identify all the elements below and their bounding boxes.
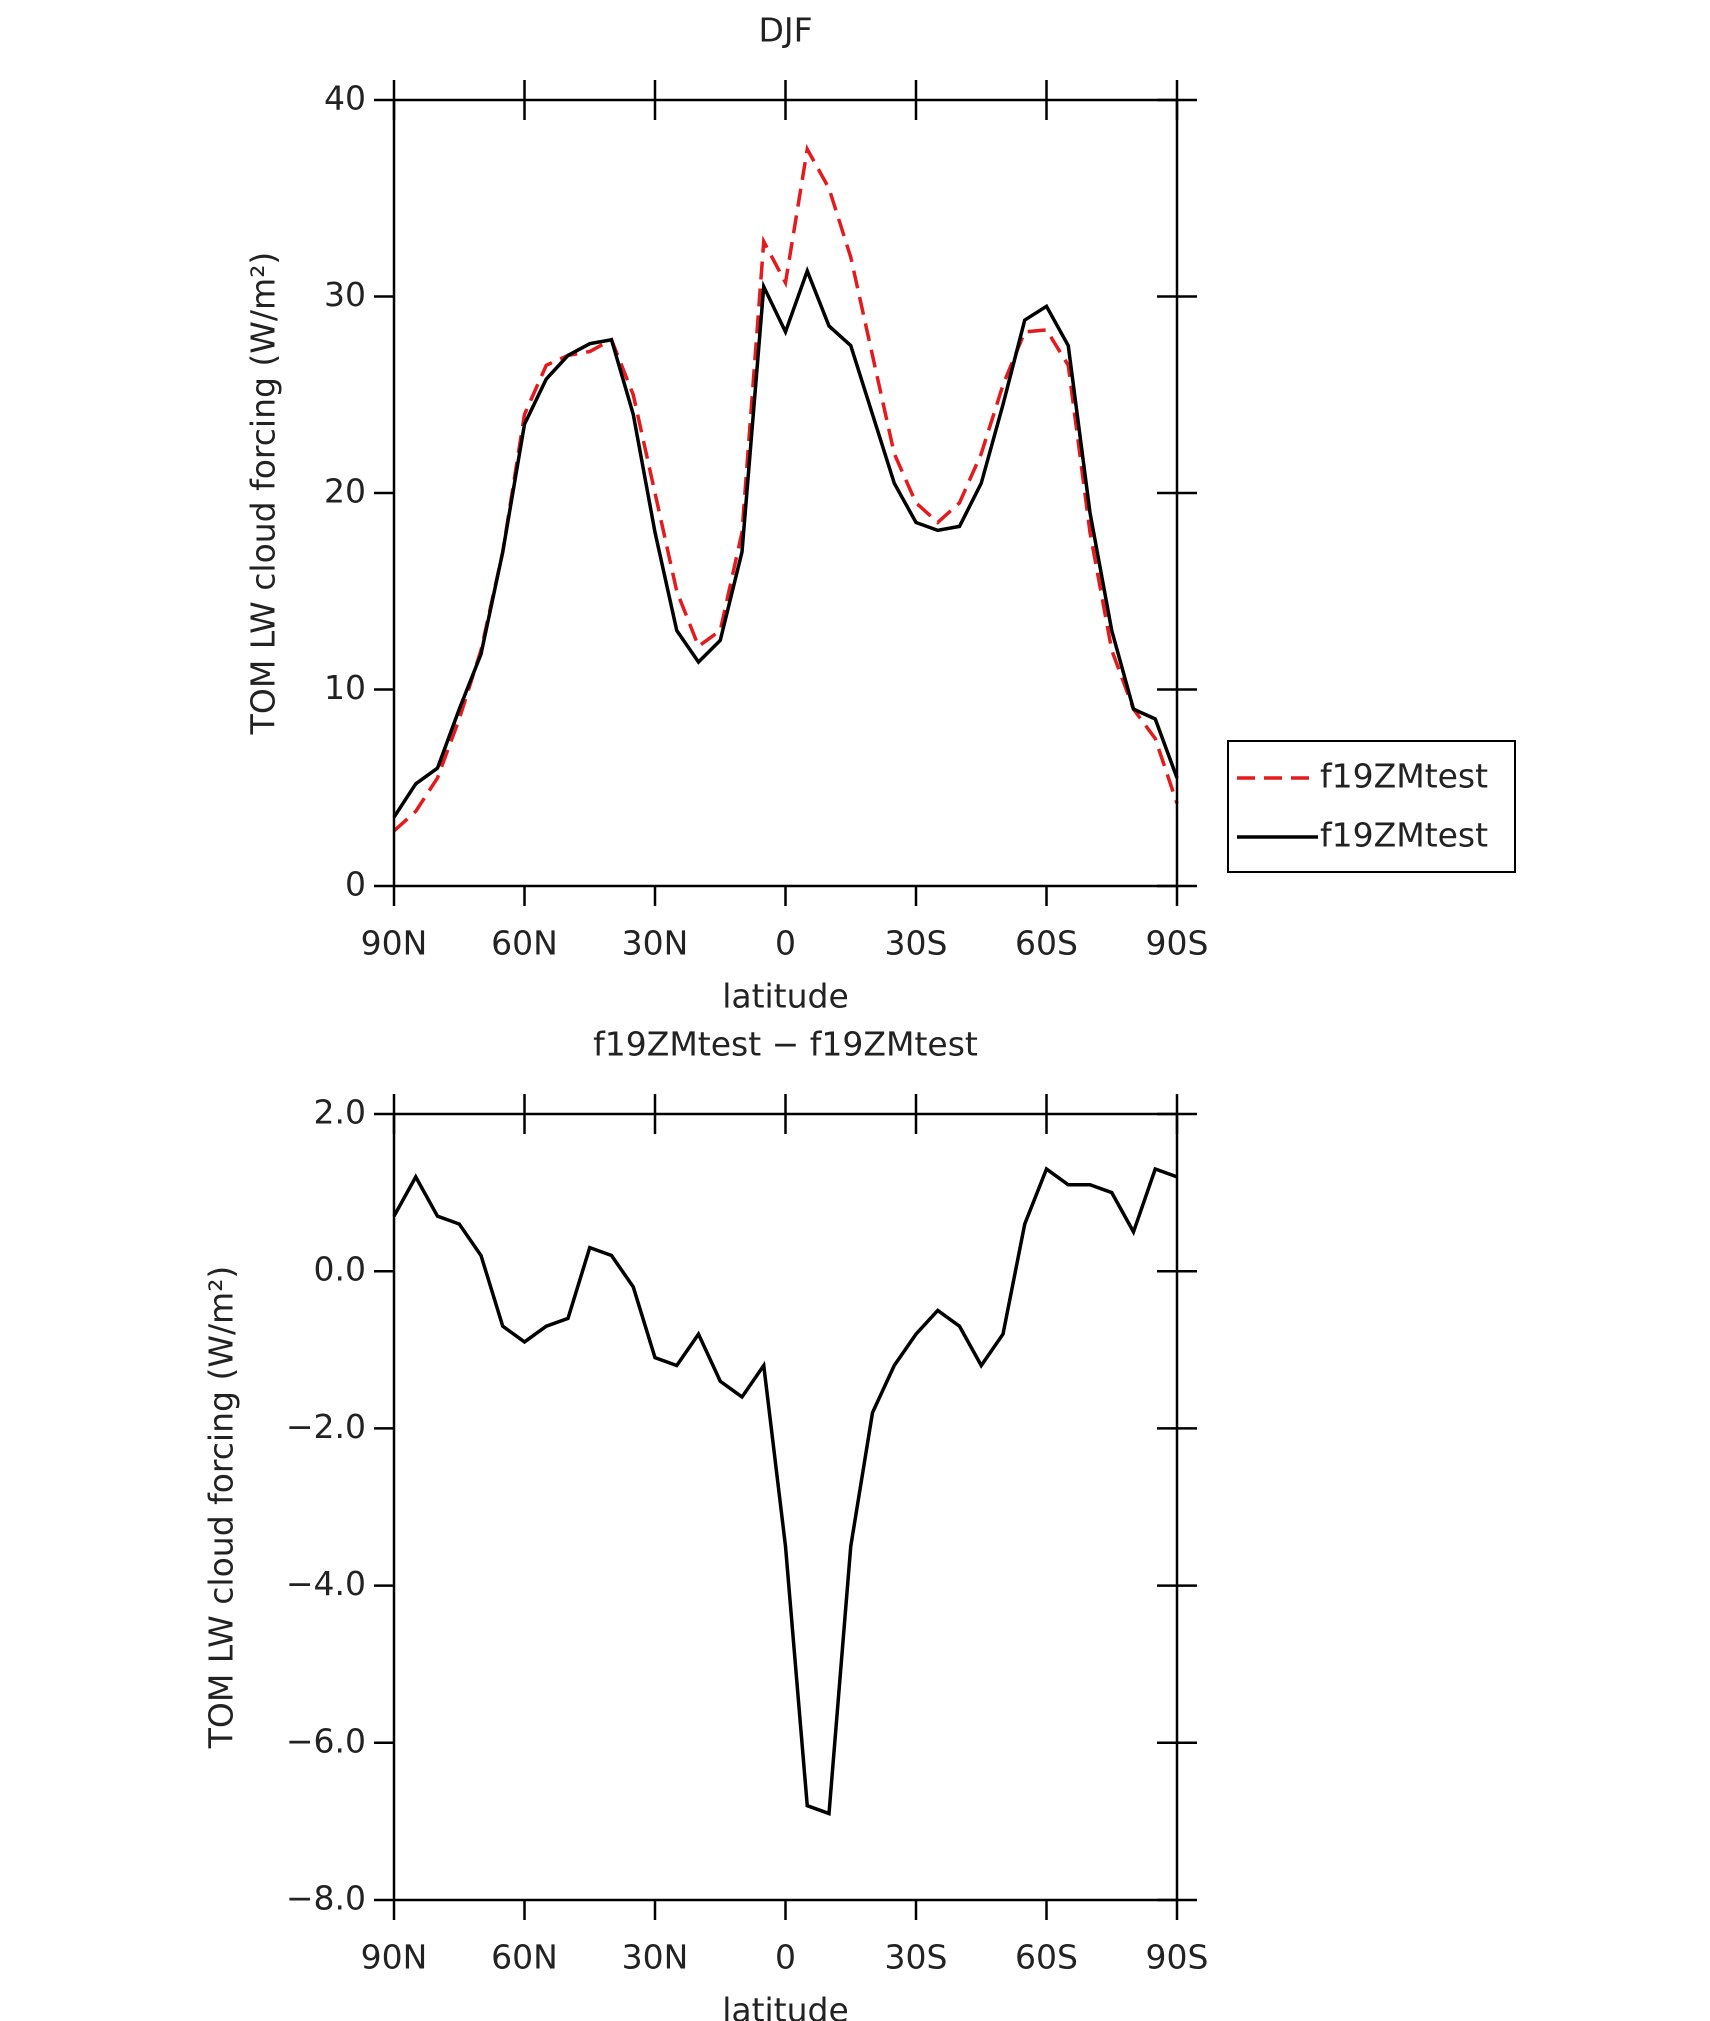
y-tick-label: 0.0 [314, 1250, 366, 1289]
x-tick-label: 60S [1015, 924, 1078, 963]
legend-label: f19ZMtest [1320, 816, 1488, 855]
x-tick-label: 30N [622, 924, 689, 963]
chart-title: DJF [758, 11, 812, 50]
x-tick-label: 60S [1015, 1938, 1078, 1977]
x-tick-label: 30S [885, 924, 948, 963]
y-tick-label: 30 [324, 275, 366, 314]
x-tick-label: 90S [1146, 924, 1209, 963]
plot-frame [392, 98, 1179, 888]
y-tick-label: −6.0 [286, 1721, 366, 1760]
x-tick-label: 90S [1146, 1938, 1209, 1977]
y-tick-label: 2.0 [314, 1093, 366, 1132]
x-tick-label: 60N [491, 1938, 558, 1977]
x-axis-label: latitude [722, 977, 849, 1016]
y-tick-label: 20 [324, 472, 366, 511]
x-axis-label: latitude [722, 1991, 849, 2021]
x-tick-label: 90N [361, 924, 428, 963]
x-tick-label: 0 [775, 924, 796, 963]
plot-frame [392, 1112, 1179, 1902]
y-tick-label: 0 [345, 865, 366, 904]
data-line [392, 143, 1179, 833]
y-axis-label: TOM LW cloud forcing (W/m²) [244, 252, 283, 736]
y-tick-label: −2.0 [286, 1407, 366, 1446]
x-tick-label: 60N [491, 924, 558, 963]
y-tick-label: −8.0 [286, 1879, 366, 1918]
chart-title: f19ZMtest − f19ZMtest [593, 1025, 978, 1064]
x-tick-label: 30N [622, 1938, 689, 1977]
y-tick-label: 40 [324, 79, 366, 118]
x-tick-label: 30S [885, 1938, 948, 1977]
data-line [392, 265, 1179, 819]
x-tick-label: 0 [775, 1938, 796, 1977]
data-line [392, 1166, 1178, 1816]
x-tick-label: 90N [361, 1938, 428, 1977]
y-axis-label: TOM LW cloud forcing (W/m²) [202, 1266, 241, 1750]
y-tick-label: −4.0 [286, 1564, 366, 1603]
legend-label: f19ZMtest [1320, 757, 1488, 796]
legend-box [1227, 740, 1516, 873]
y-tick-label: 10 [324, 668, 366, 707]
